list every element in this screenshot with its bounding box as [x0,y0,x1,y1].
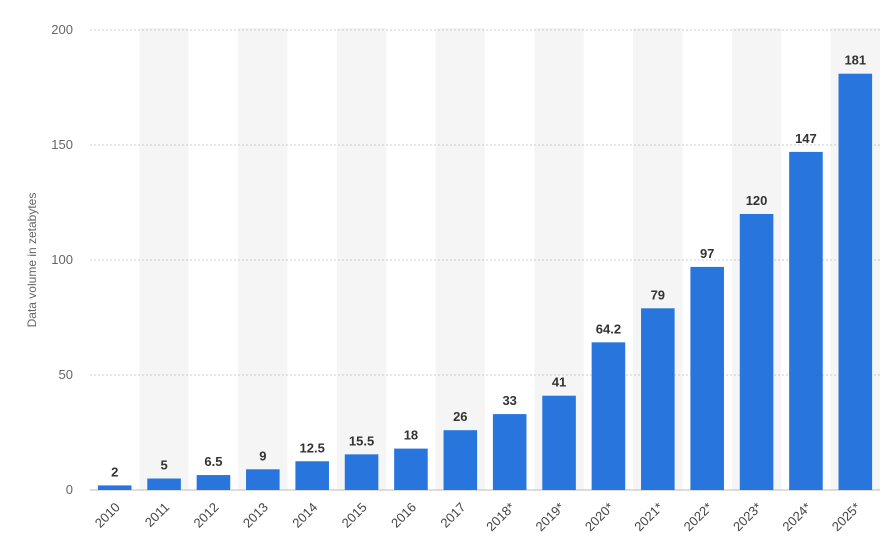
x-tick-label: 2019* [533,500,568,535]
x-tick-label: 2015 [339,500,370,531]
x-tick-label: 2018* [483,500,518,535]
x-tick-label: 2010 [92,500,123,531]
y-axis-title: Data volume in zetabytes [25,193,39,328]
bar-2021 [641,308,675,490]
data-label: 2 [111,464,118,479]
x-tick-label: 2012 [191,500,222,531]
bar-2022 [690,266,724,490]
bar-2019 [542,395,576,490]
bar-2018 [492,414,527,490]
x-tick-label: 2013 [240,500,271,531]
y-axis-ticks: 0 50 100 150 200 [51,22,73,497]
x-tick-label: 2016 [388,500,419,531]
data-label: 9 [259,448,266,463]
bar-2016 [394,448,428,490]
y-tick-label: 50 [59,367,73,382]
x-axis-ticks: 2010 2011 2012 2013 2014 2015 2016 2017 2018* 201… [92,500,864,535]
y-tick-label: 150 [51,137,73,152]
x-tick-label: 2022* [681,500,716,535]
x-tick-label: 2011 [142,500,172,530]
data-label: 64.2 [596,321,621,336]
data-label: 41 [552,375,566,390]
x-tick-label: 2021* [631,500,666,535]
band-3 [238,28,288,490]
data-label: 5 [160,458,167,473]
bar-2025 [838,73,873,490]
data-label: 15.5 [349,433,374,448]
band-5 [336,28,387,490]
x-tick-label: 2020* [582,500,617,535]
bar-2012 [196,475,231,490]
data-label: 97 [700,246,714,261]
bar-2010 [97,485,132,490]
data-labels: 2 5 6.5 9 12.5 15.5 18 26 33 41 64.2 79 97 120 147 181 [111,53,866,480]
data-label: 12.5 [300,440,325,455]
y-tick-label: 0 [66,482,73,497]
bars [97,73,873,490]
bar-2011 [147,478,181,490]
data-label: 33 [502,393,516,408]
bar-2020 [591,342,626,490]
bar-2015 [344,454,379,490]
data-label: 181 [844,53,866,68]
bar-2023 [739,214,774,490]
data-label: 79 [651,287,665,302]
bar-2014 [295,461,329,490]
band-1 [139,28,189,490]
y-tick-label: 100 [51,252,73,267]
x-tick-label: 2023* [730,500,765,535]
data-label: 147 [795,131,817,146]
data-label: 6.5 [204,454,222,469]
bar-2024 [789,151,823,490]
bar-2013 [246,469,280,490]
data-label: 26 [453,409,467,424]
x-tick-label: 2014 [289,500,320,531]
band-7 [435,28,485,490]
x-tick-label: 2025* [829,500,864,535]
data-label: 18 [404,428,418,443]
x-tick-label: 2024* [779,500,814,535]
y-tick-label: 200 [51,22,73,37]
data-label: 120 [746,193,768,208]
bar-2017 [443,430,478,490]
x-tick-label: 2017 [437,500,468,531]
